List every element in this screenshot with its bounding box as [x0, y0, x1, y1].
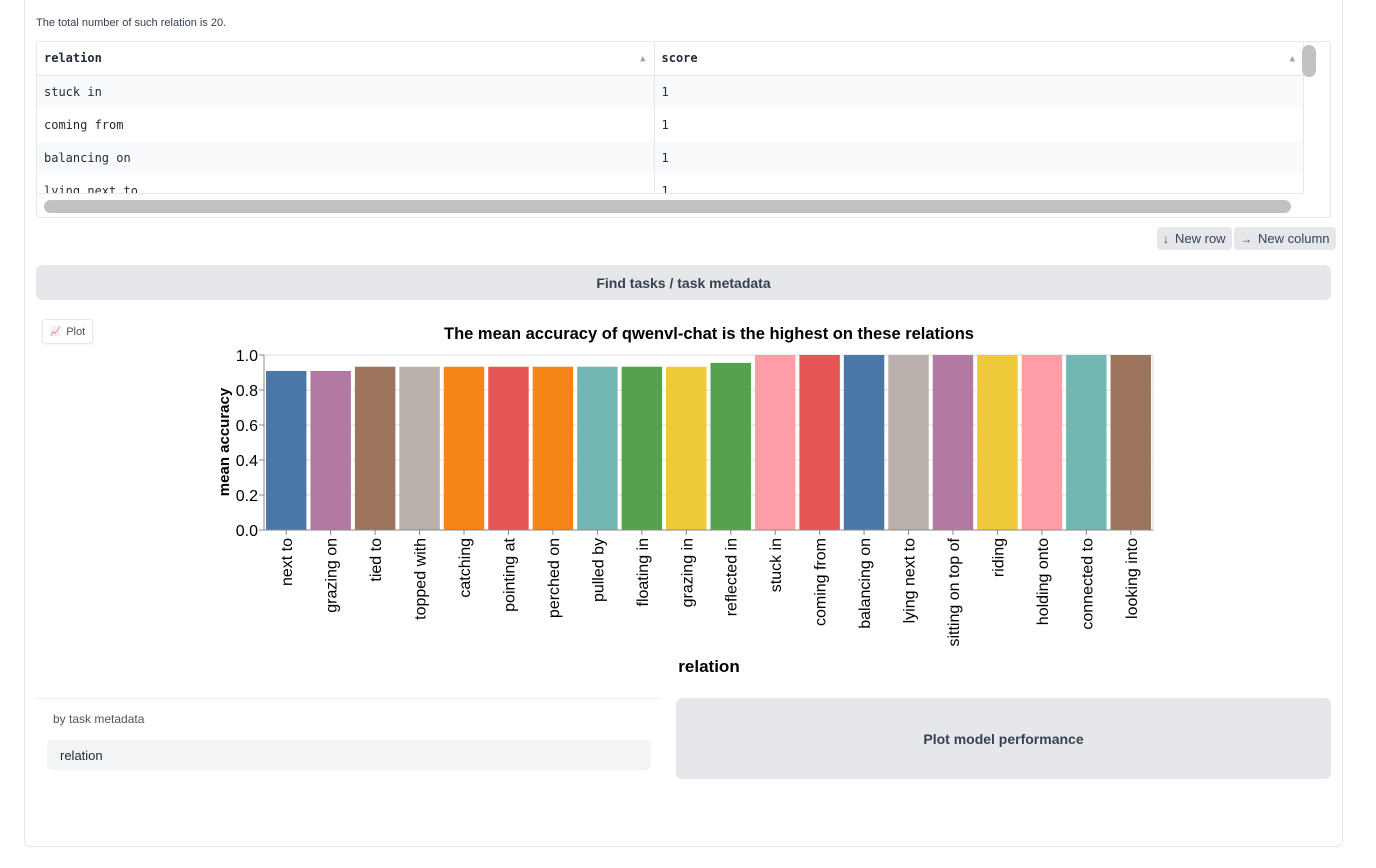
new-row-button[interactable]: ↓ New row: [1157, 227, 1232, 250]
cell-relation[interactable]: stuck in: [37, 75, 655, 108]
x-tick-label: looking into: [1124, 538, 1141, 619]
x-tick-label: tied to: [368, 538, 385, 582]
chart-title: The mean accuracy of qwenvl-chat is the …: [444, 325, 974, 343]
relation-dataframe[interactable]: relation ▲ score ▲ stuck in 1 coming fro…: [36, 41, 1331, 218]
x-tick-label: pointing at: [501, 537, 518, 611]
plot-block-label: 📈 Plot: [42, 319, 94, 344]
x-tick-label: catching: [457, 538, 474, 598]
x-tick-label: next to: [279, 538, 296, 586]
cell-score[interactable]: 1: [654, 75, 1304, 108]
y-axis: 0.0 0.2 0.4 0.6 0.8 1.0: [236, 348, 265, 540]
y-tick-label: 0.4: [236, 453, 258, 470]
y-tick-label: 0.6: [236, 418, 258, 435]
x-tick-label: stuck in: [768, 538, 785, 592]
bar[interactable]: [577, 366, 618, 530]
new-column-button[interactable]: → New column: [1234, 227, 1336, 250]
x-tick-label: topped with: [413, 538, 430, 620]
bar[interactable]: [399, 366, 440, 530]
table-row[interactable]: lying next to 1: [37, 174, 1304, 193]
table-row[interactable]: balancing on 1: [37, 141, 1304, 174]
cell-relation[interactable]: lying next to: [37, 174, 655, 193]
header-score[interactable]: score ▲: [654, 42, 1304, 76]
y-tick-label: 0.8: [236, 383, 258, 400]
x-tick-label: grazing in: [679, 538, 696, 607]
chart-bars: [266, 355, 1151, 530]
x-tick-label: floating in: [635, 538, 652, 607]
bar[interactable]: [932, 355, 974, 530]
arrow-down-icon: ↓: [1163, 231, 1169, 246]
x-axis: next to grazing on tied to topped with catch…: [264, 529, 1153, 647]
bar[interactable]: [888, 355, 929, 530]
x-tick-label: perched on: [546, 538, 563, 618]
summary-text: The total number of such relation is 20.: [36, 17, 227, 29]
cell-relation[interactable]: balancing on: [37, 141, 655, 174]
dataframe-table: relation ▲ score ▲ stuck in 1 coming fro…: [37, 42, 1304, 193]
header-relation-label: relation: [44, 51, 102, 66]
sort-arrow-icon[interactable]: ▲: [640, 54, 646, 64]
bar[interactable]: [710, 362, 751, 530]
y-tick-label: 1.0: [236, 348, 258, 365]
bar[interactable]: [532, 366, 574, 530]
x-tick-label: coming from: [813, 538, 830, 626]
chart-icon: 📈: [50, 326, 62, 336]
bar[interactable]: [666, 366, 707, 530]
cell-score[interactable]: 1: [654, 141, 1304, 174]
bar[interactable]: [266, 370, 307, 530]
x-tick-label: riding: [990, 538, 1007, 577]
new-column-label: New column: [1258, 231, 1330, 246]
bar[interactable]: [354, 366, 396, 530]
y-tick-label: 0.0: [236, 523, 258, 540]
metadata-panel: [36, 698, 660, 780]
x-tick-label: lying next to: [902, 538, 919, 623]
metadata-dropdown[interactable]: relation: [47, 740, 651, 770]
x-tick-label: pulled by: [590, 538, 607, 602]
cell-relation[interactable]: coming from: [37, 108, 655, 141]
bar[interactable]: [799, 355, 840, 530]
x-tick-label: grazing on: [324, 538, 341, 613]
vertical-scrollbar[interactable]: [1302, 45, 1316, 77]
bar[interactable]: [1110, 355, 1151, 530]
new-row-label: New row: [1175, 231, 1226, 246]
bar[interactable]: [488, 366, 529, 530]
header-score-label: score: [661, 51, 698, 66]
bar[interactable]: [1021, 355, 1063, 530]
header-relation[interactable]: relation ▲: [37, 42, 655, 76]
x-tick-label: balancing on: [857, 538, 874, 629]
bar[interactable]: [443, 366, 485, 530]
cell-score[interactable]: 1: [654, 108, 1304, 141]
y-axis-label: mean accuracy: [216, 387, 233, 496]
arrow-right-icon: →: [1240, 231, 1252, 246]
plot-label-text: Plot: [66, 325, 86, 338]
bar[interactable]: [1066, 355, 1107, 530]
plot-border: [263, 354, 1154, 531]
table-row[interactable]: coming from 1: [37, 108, 1304, 141]
bar[interactable]: [977, 355, 1018, 530]
bar[interactable]: [621, 366, 663, 530]
x-tick-label: holding onto: [1035, 538, 1052, 625]
chart-grid: [263, 354, 1154, 531]
x-axis-label: relation: [678, 657, 739, 676]
bar[interactable]: [754, 355, 796, 530]
horizontal-scrollbar[interactable]: [44, 200, 1291, 213]
bar[interactable]: [310, 370, 351, 530]
y-tick-label: 0.2: [236, 488, 258, 505]
metadata-label: by task metadata: [53, 712, 145, 726]
cell-score[interactable]: 1: [654, 174, 1304, 193]
accuracy-bar-chart: The mean accuracy of qwenvl-chat is the …: [216, 325, 1154, 676]
table-row[interactable]: stuck in 1: [37, 75, 1304, 108]
x-tick-label: connected to: [1079, 538, 1096, 630]
plot-model-performance-button[interactable]: Plot model performance: [676, 698, 1331, 779]
x-tick-label: reflected in: [724, 538, 741, 616]
x-tick-label: sitting on top of: [946, 537, 963, 646]
find-tasks-button[interactable]: Find tasks / task metadata: [36, 265, 1331, 300]
bar[interactable]: [843, 355, 885, 530]
dataframe-viewport[interactable]: relation ▲ score ▲ stuck in 1 coming fro…: [37, 42, 1304, 194]
sort-arrow-icon[interactable]: ▲: [1289, 54, 1295, 64]
